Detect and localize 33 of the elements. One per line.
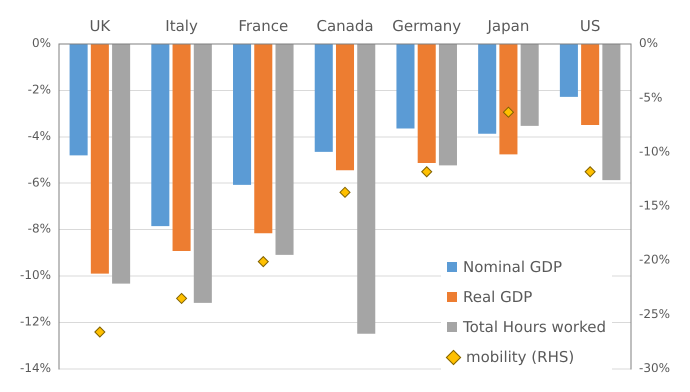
y-tick-label: -12% (20, 314, 51, 329)
legend-label: Total Hours worked (462, 318, 606, 336)
y-tick-label: -4% (28, 128, 51, 143)
point (502, 106, 514, 118)
x-tick-label: France (238, 16, 288, 35)
point (421, 166, 432, 178)
x-tick-label: UK (89, 16, 112, 35)
point (176, 292, 188, 304)
y2-tick-label: -20% (639, 252, 670, 267)
x-tick-label: Italy (165, 16, 198, 35)
y-tick-label: -14% (20, 360, 51, 375)
point (340, 186, 350, 198)
y2-tick-label: 0% (639, 36, 658, 50)
point (584, 166, 596, 178)
y2-tick-label: -25% (639, 306, 670, 321)
x-tick-label: Germany (392, 16, 462, 35)
point (258, 256, 269, 268)
y-tick-label: -6% (28, 175, 51, 190)
x-tick-label: Canada (316, 16, 374, 35)
legend-label: mobility (RHS) (466, 348, 574, 366)
y2-tick-label: -10% (639, 144, 670, 158)
y2-tick-label: -15% (639, 198, 670, 213)
x-tick-label: US (580, 16, 600, 35)
point (94, 326, 106, 338)
legend-label: Nominal GDP (462, 258, 562, 276)
legend-label: Real GDP (462, 288, 532, 306)
y-tick-label: -2% (28, 82, 51, 97)
y-tick-label: -8% (28, 222, 51, 236)
x-tick-label: Japan (486, 16, 530, 35)
y-tick-label: -10% (20, 268, 51, 282)
y2-tick-label: -5% (639, 90, 662, 104)
y-tick-label: 0% (32, 36, 51, 50)
y2-tick-label: -30% (639, 360, 670, 375)
